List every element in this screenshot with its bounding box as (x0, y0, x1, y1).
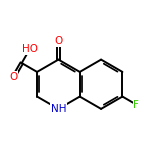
Text: HO: HO (22, 44, 38, 54)
Text: NH: NH (51, 104, 66, 114)
Text: F: F (133, 100, 139, 110)
Text: O: O (54, 36, 63, 46)
Text: O: O (10, 72, 18, 82)
